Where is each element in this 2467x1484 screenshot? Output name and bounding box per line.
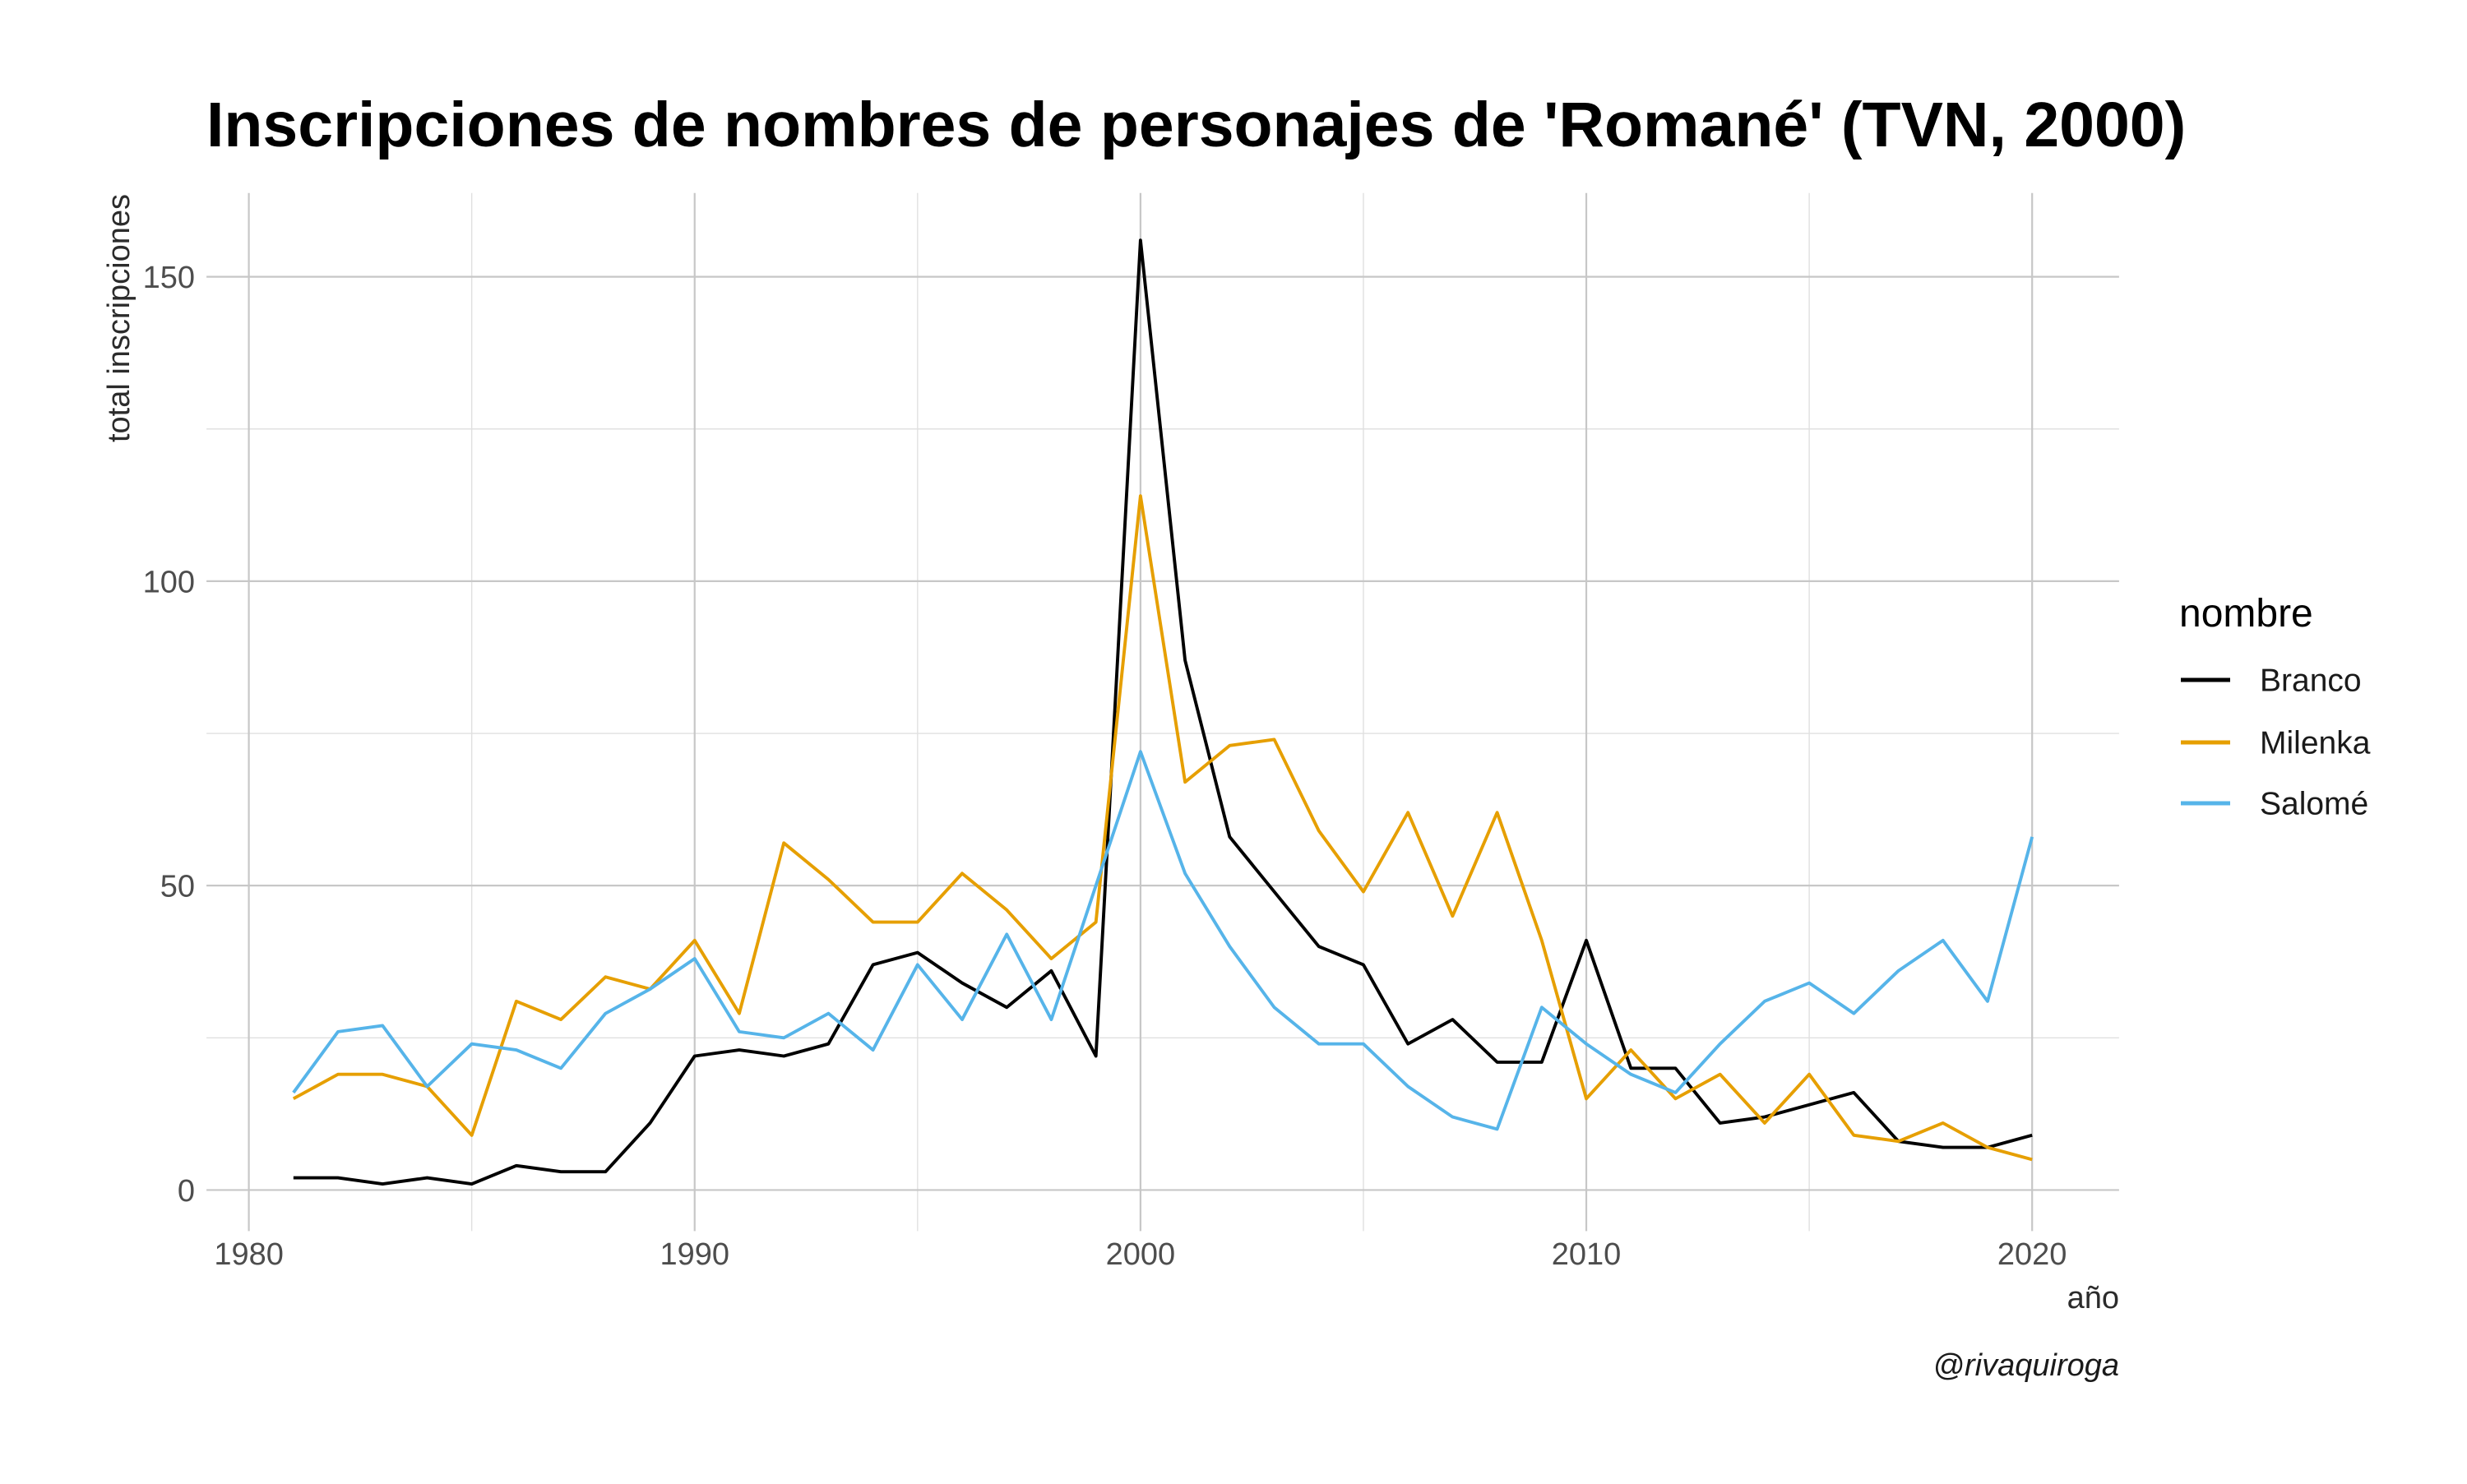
- y-axis-tick-labels: 0 50 100 150: [143, 261, 195, 1209]
- line-milenka: [292, 494, 2033, 1162]
- x-tick-label-2020: 2020: [1997, 1237, 2067, 1272]
- chart-title: Inscripciones de nombres de personajes d…: [206, 90, 2186, 160]
- y-axis-title: total inscripciones: [102, 194, 137, 442]
- series-lines: [292, 238, 2034, 1186]
- x-tick-label-2010: 2010: [1552, 1237, 1622, 1272]
- y-tick-label-50: 50: [160, 870, 195, 904]
- x-tick-label-1980: 1980: [214, 1237, 284, 1272]
- x-tick-label-1990: 1990: [660, 1237, 729, 1272]
- y-tick-label-150: 150: [143, 261, 195, 295]
- gridlines-major: [206, 192, 2119, 1232]
- legend-label-salomé: Salomé: [2260, 787, 2368, 822]
- x-tick-label-2000: 2000: [1106, 1237, 1176, 1272]
- line-branco: [293, 238, 2033, 1186]
- caption: @rivaquiroga: [1932, 1348, 2119, 1383]
- y-tick-label-100: 100: [143, 565, 195, 599]
- gridlines-minor: [206, 192, 2119, 1232]
- legend-label-branco: Branco: [2260, 663, 2362, 699]
- legend-label-milenka: Milenka: [2260, 726, 2371, 761]
- x-axis-title: año: [2067, 1281, 2119, 1315]
- legend: nombre Branco Milenka Salomé: [2179, 592, 2371, 822]
- line-salomé: [292, 750, 2034, 1131]
- y-tick-label-0: 0: [178, 1174, 195, 1209]
- legend-title: nombre: [2179, 592, 2313, 636]
- x-axis-tick-labels: 1980 1990 2000 2010 2020: [214, 1237, 2067, 1272]
